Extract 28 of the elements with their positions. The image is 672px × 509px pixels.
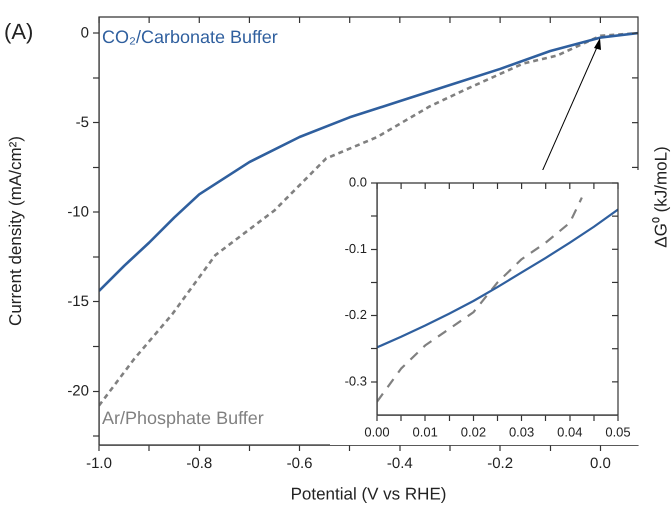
x-tick-label: 0.00: [364, 424, 390, 440]
x-tick-label: 0.04: [557, 424, 582, 440]
y-tick-label: -0.3: [344, 373, 367, 388]
x-tick-label: -1.0: [86, 455, 112, 472]
x-tick-label: 0.03: [508, 424, 534, 440]
text: ΔG⁰ (kJ/moL): [652, 146, 671, 248]
x-tick-label: 0.02: [460, 424, 486, 440]
x-tick-label: -0.4: [386, 455, 413, 472]
x-tick-label: -0.2: [487, 455, 514, 472]
y-tick-label: -5: [76, 114, 89, 131]
x-tick-label: 0.01: [412, 424, 438, 440]
x-axis-title: Potential (V vs RHE): [290, 484, 446, 504]
line-series: [377, 196, 583, 403]
y-tick-label: 0.0: [348, 174, 367, 190]
y-tick-label: -0.2: [344, 307, 367, 322]
y-tick-label: -0.1: [344, 240, 367, 256]
series-label: Ar/Phosphate Buffer: [102, 408, 264, 428]
y-tick-label: -20: [67, 382, 89, 400]
y-tick-label: -15: [67, 292, 89, 310]
x-tick-label: -0.6: [286, 455, 312, 472]
y-axis-title: Current density (mA/cm²): [6, 136, 25, 326]
x-tick-label: -0.8: [186, 455, 212, 472]
y-tick-label: 0: [80, 24, 89, 42]
y-tick-label: -10: [67, 203, 89, 220]
x-tick-label: 0.0: [590, 455, 611, 472]
text: (A): [4, 19, 34, 44]
text: CO₂/Carbonate Buffer: [102, 26, 278, 47]
x-tick-label: 0.05: [605, 424, 631, 440]
